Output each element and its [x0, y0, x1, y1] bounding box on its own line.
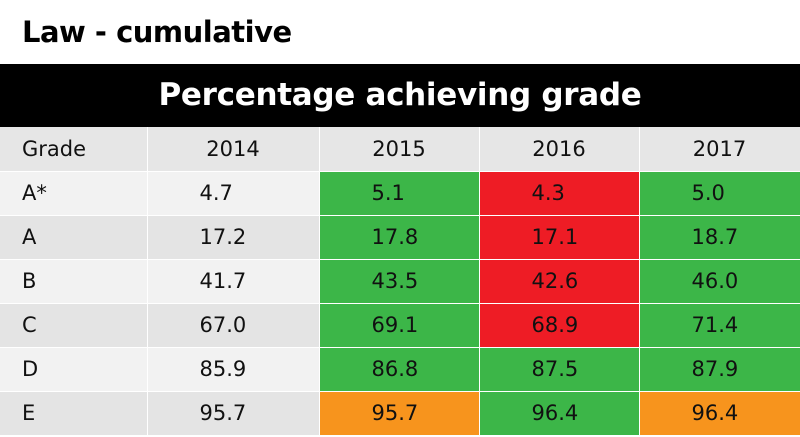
value-cell: 86.8 [319, 347, 480, 392]
value-cell: 17.1 [479, 215, 640, 260]
value-cell: 5.1 [319, 171, 480, 216]
value-cell: 5.0 [639, 171, 800, 216]
value-cell: 43.5 [319, 259, 480, 304]
value-cell: 17.8 [319, 215, 480, 260]
table-banner: Percentage achieving grade [0, 64, 800, 127]
value-cell: 95.7 [147, 391, 320, 436]
grade-label-cell: B [0, 259, 148, 304]
header-row: Grade 2014 2015 2016 2017 [0, 127, 800, 172]
value-cell: 87.9 [639, 347, 800, 392]
column-header-year: 2016 [479, 127, 640, 172]
value-cell: 71.4 [639, 303, 800, 348]
value-cell: 96.4 [639, 391, 800, 436]
table-row: C 67.0 69.1 68.9 71.4 [0, 303, 800, 348]
value-cell: 18.7 [639, 215, 800, 260]
value-cell: 4.3 [479, 171, 640, 216]
grade-label-cell: A [0, 215, 148, 260]
value-cell: 96.4 [479, 391, 640, 436]
column-header-grade: Grade [0, 127, 148, 172]
value-cell: 67.0 [147, 303, 320, 348]
value-cell: 17.2 [147, 215, 320, 260]
table-row: B 41.7 43.5 42.6 46.0 [0, 259, 800, 304]
value-cell: 95.7 [319, 391, 480, 436]
table-row: A 17.2 17.8 17.1 18.7 [0, 215, 800, 260]
column-header-year: 2014 [147, 127, 320, 172]
grade-label-cell: C [0, 303, 148, 348]
grade-table: Grade 2014 2015 2016 2017 A* 4.7 5.1 4.3 5.0… [0, 127, 800, 436]
column-header-year: 2017 [639, 127, 800, 172]
table-row: D 85.9 86.8 87.5 87.9 [0, 347, 800, 392]
value-cell: 68.9 [479, 303, 640, 348]
column-header-year: 2015 [319, 127, 480, 172]
value-cell: 85.9 [147, 347, 320, 392]
table-row: E 95.7 95.7 96.4 96.4 [0, 391, 800, 436]
value-cell: 4.7 [147, 171, 320, 216]
grade-label-cell: A* [0, 171, 148, 216]
value-cell: 69.1 [319, 303, 480, 348]
grade-label-cell: D [0, 347, 148, 392]
value-cell: 41.7 [147, 259, 320, 304]
page-title: Law - cumulative [22, 15, 292, 49]
value-cell: 42.6 [479, 259, 640, 304]
value-cell: 46.0 [639, 259, 800, 304]
table-row: A* 4.7 5.1 4.3 5.0 [0, 171, 800, 216]
table-body: A* 4.7 5.1 4.3 5.0 A 17.2 17.8 17.1 18.7 B 41.7 43.5… [0, 171, 800, 436]
grade-label-cell: E [0, 391, 148, 436]
value-cell: 87.5 [479, 347, 640, 392]
